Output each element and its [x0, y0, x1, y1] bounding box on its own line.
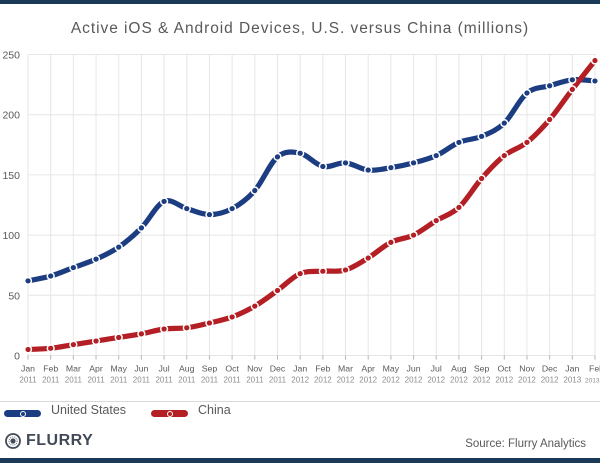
- svg-text:2011: 2011: [133, 376, 151, 385]
- svg-text:Jul: Jul: [431, 364, 442, 374]
- svg-text:200: 200: [2, 110, 20, 122]
- svg-text:Jul: Jul: [159, 364, 170, 374]
- svg-text:Jan: Jan: [21, 364, 35, 374]
- svg-text:Oct: Oct: [498, 364, 512, 374]
- svg-text:Feb: Feb: [43, 364, 58, 374]
- svg-text:2012: 2012: [337, 376, 355, 385]
- svg-text:Apr: Apr: [89, 364, 103, 374]
- svg-text:Jan: Jan: [565, 364, 579, 374]
- svg-text:2012: 2012: [405, 376, 423, 385]
- svg-text:2012: 2012: [473, 376, 491, 385]
- svg-text:2012: 2012: [359, 376, 377, 385]
- svg-text:Nov: Nov: [247, 364, 263, 374]
- svg-text:2011: 2011: [42, 376, 60, 385]
- svg-text:Jun: Jun: [407, 364, 421, 374]
- svg-text:2012: 2012: [291, 376, 309, 385]
- svg-text:2012: 2012: [382, 376, 400, 385]
- svg-text:2011: 2011: [19, 376, 37, 385]
- svg-text:2011: 2011: [65, 376, 83, 385]
- svg-text:Aug: Aug: [451, 364, 467, 374]
- svg-text:2011: 2011: [269, 376, 287, 385]
- svg-text:2011: 2011: [201, 376, 219, 385]
- svg-text:Dec: Dec: [542, 364, 558, 374]
- svg-text:Mar: Mar: [66, 364, 81, 374]
- svg-text:2012: 2012: [518, 376, 536, 385]
- svg-text:Jan: Jan: [293, 364, 307, 374]
- svg-text:Aug: Aug: [179, 364, 195, 374]
- svg-text:250: 250: [2, 50, 20, 62]
- svg-text:Mar: Mar: [338, 364, 353, 374]
- svg-text:2011: 2011: [224, 376, 242, 385]
- svg-text:Sep: Sep: [202, 364, 218, 374]
- svg-text:2012: 2012: [427, 376, 445, 385]
- svg-text:2011: 2011: [110, 376, 128, 385]
- svg-text:2012: 2012: [314, 376, 332, 385]
- svg-text:May: May: [111, 364, 128, 374]
- svg-text:Dec: Dec: [270, 364, 286, 374]
- svg-text:2011: 2011: [178, 376, 196, 385]
- svg-text:Nov: Nov: [519, 364, 535, 374]
- svg-text:Apr: Apr: [361, 364, 375, 374]
- svg-text:2013E: 2013E: [585, 378, 600, 385]
- svg-text:2013: 2013: [563, 376, 581, 385]
- svg-text:150: 150: [2, 170, 20, 182]
- svg-text:2011: 2011: [246, 376, 264, 385]
- svg-text:2012: 2012: [495, 376, 513, 385]
- svg-text:2012: 2012: [450, 376, 468, 385]
- svg-text:100: 100: [2, 230, 20, 242]
- svg-text:Feb: Feb: [589, 364, 600, 374]
- svg-text:50: 50: [8, 290, 20, 302]
- svg-text:May: May: [383, 364, 400, 374]
- svg-text:Sep: Sep: [474, 364, 490, 374]
- svg-text:Oct: Oct: [225, 364, 239, 374]
- svg-text:2011: 2011: [155, 376, 173, 385]
- svg-text:Jun: Jun: [134, 364, 148, 374]
- svg-text:2011: 2011: [87, 376, 105, 385]
- svg-text:Feb: Feb: [315, 364, 330, 374]
- svg-text:0: 0: [14, 351, 20, 363]
- svg-text:2012: 2012: [541, 376, 559, 385]
